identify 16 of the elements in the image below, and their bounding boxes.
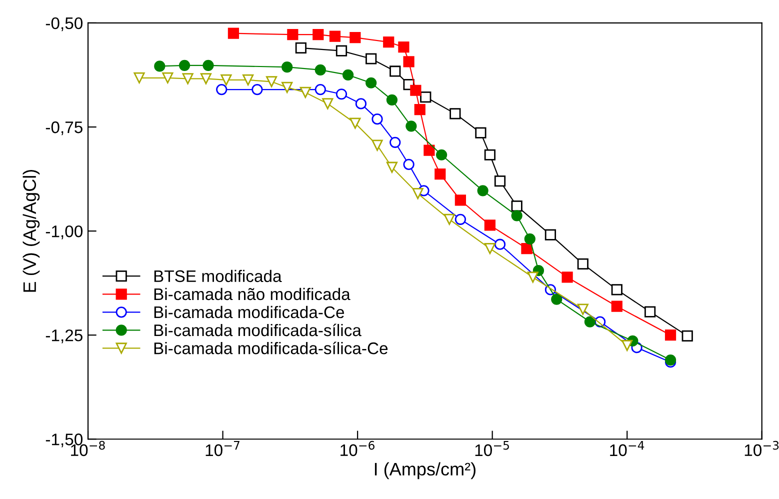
x-tick-label: 10$^{−6}$	[340, 440, 374, 456]
y-tick-label: -0,75	[46, 121, 82, 136]
legend-label: BTSE modificada	[154, 270, 282, 282]
x-tick-label: 10$^{−4}$	[610, 441, 644, 456]
y-tick-label: -0,50	[46, 17, 83, 32]
y-tick-label: -1,25	[46, 329, 82, 344]
y-tick-label: -1,00	[46, 225, 83, 240]
x-tick-label: 10$^{−3}$	[744, 440, 779, 456]
legend-label: Bi-camada modificada-Ce	[154, 306, 344, 318]
legend-label: Bi-camada modificada-sílica	[154, 324, 362, 336]
y-axis-title: E (V) (Ag/AgCl)	[22, 170, 40, 292]
x-axis-title: I (Amps/cm²)	[374, 462, 476, 480]
x-tick-label: 10$^{−7}$	[206, 441, 240, 456]
x-tick-label: 10$^{−5}$	[475, 441, 509, 456]
legend-label: Bi-camada não modificada	[154, 288, 350, 300]
legend-label: Bi-camada modificada-sílica-Ce	[154, 342, 388, 354]
